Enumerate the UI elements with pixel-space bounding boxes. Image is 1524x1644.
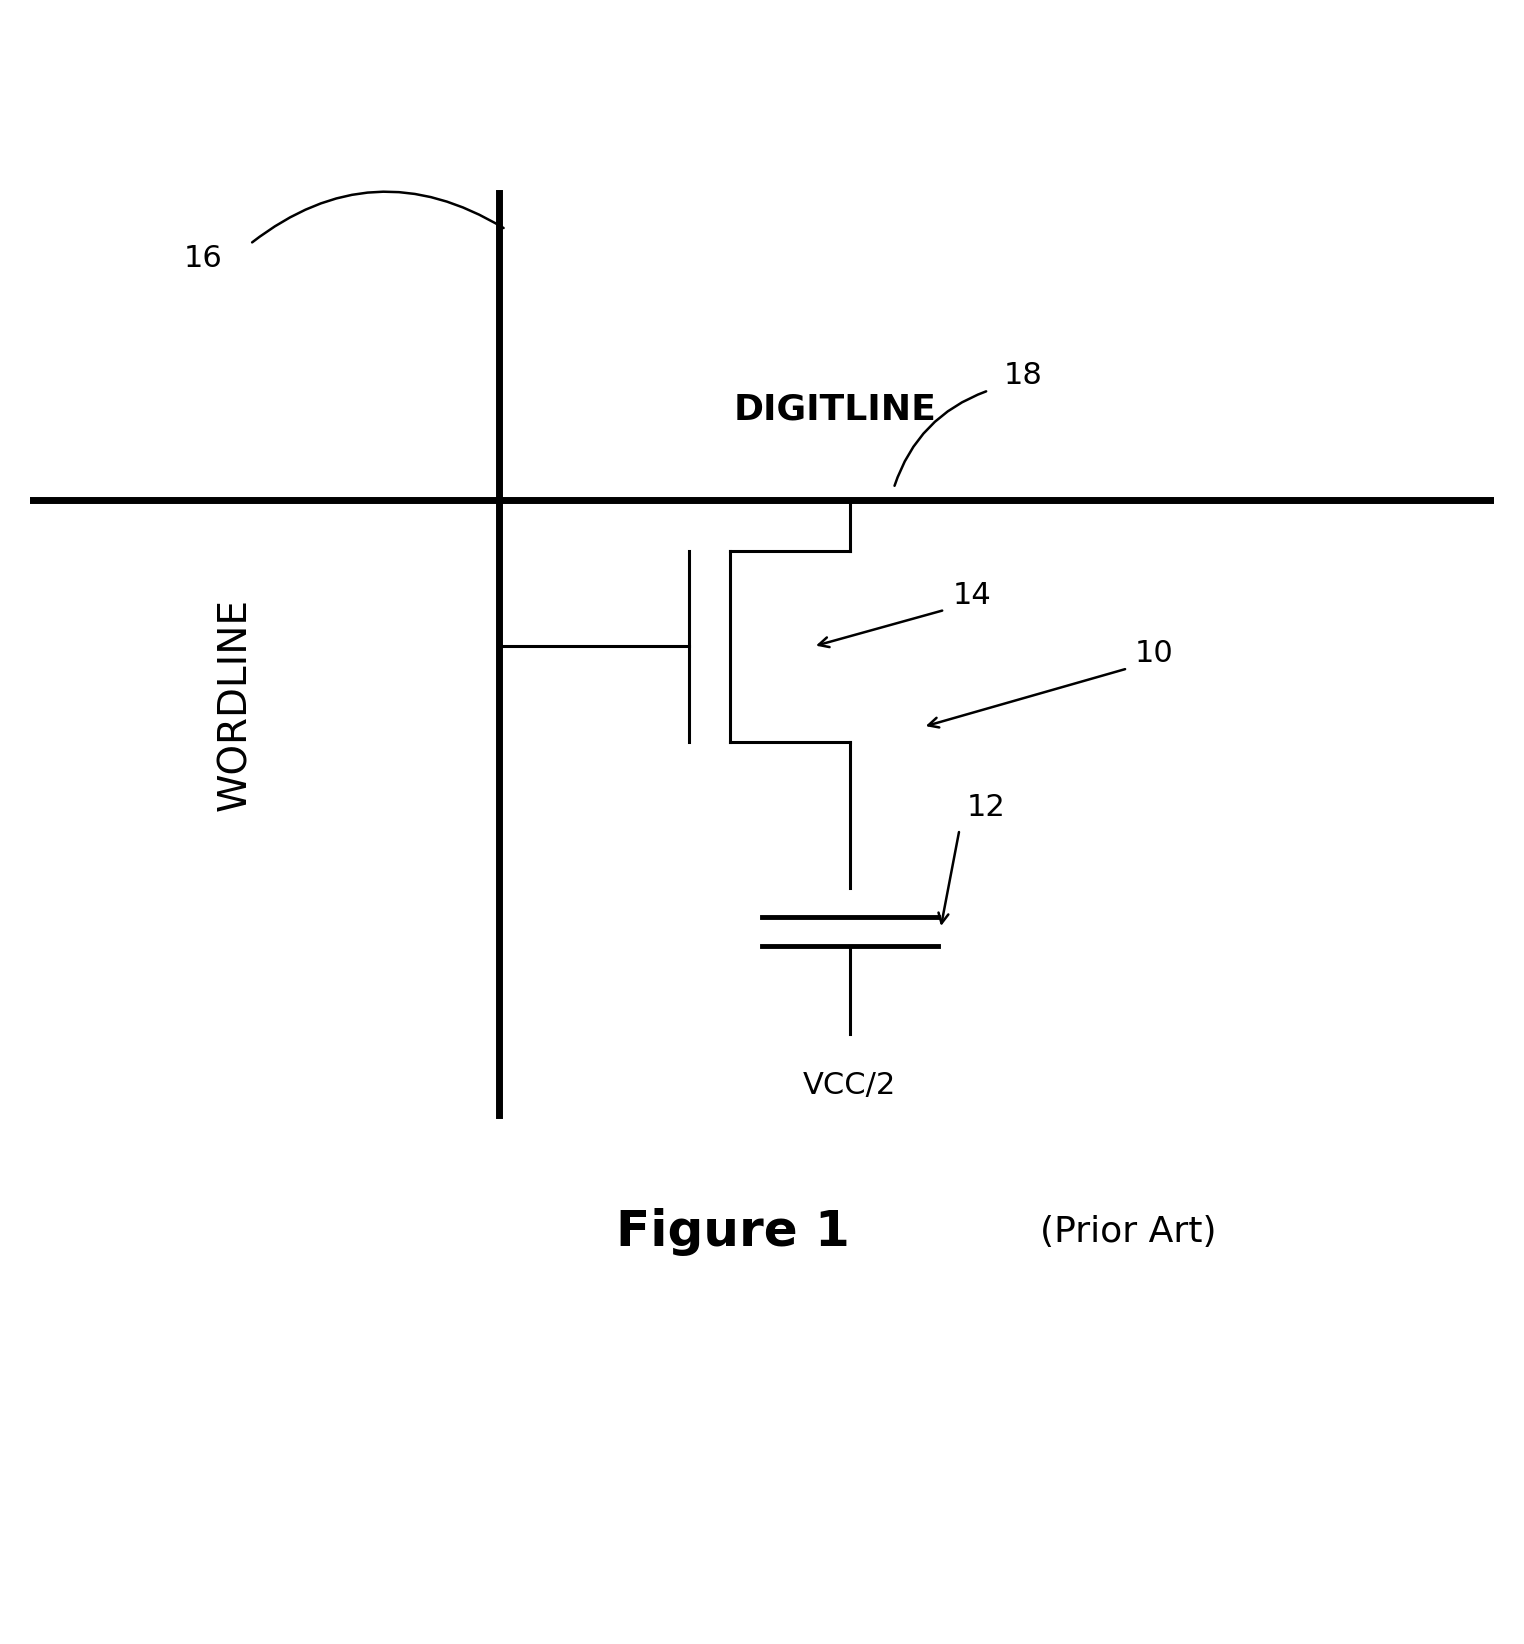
- Text: VCC/2: VCC/2: [803, 1070, 896, 1100]
- Text: 14: 14: [952, 580, 991, 610]
- Text: WORDLINE: WORDLINE: [216, 598, 255, 812]
- Text: DIGITLINE: DIGITLINE: [733, 393, 937, 427]
- Text: 10: 10: [1135, 640, 1173, 667]
- Text: 12: 12: [966, 792, 1006, 822]
- Text: 18: 18: [1003, 362, 1042, 390]
- Text: (Prior Art): (Prior Art): [1039, 1215, 1216, 1249]
- Text: Figure 1: Figure 1: [616, 1208, 850, 1256]
- Text: 16: 16: [184, 245, 223, 273]
